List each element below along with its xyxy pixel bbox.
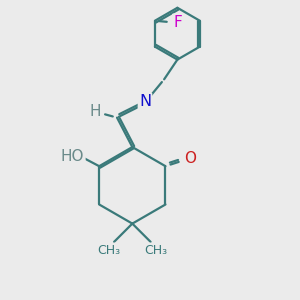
Text: O: O	[184, 151, 196, 166]
Text: N: N	[139, 94, 151, 109]
Text: CH₃: CH₃	[97, 244, 120, 256]
Text: H: H	[90, 104, 101, 119]
Text: CH₃: CH₃	[144, 244, 167, 256]
Text: HO: HO	[61, 149, 84, 164]
Text: F: F	[173, 15, 182, 30]
